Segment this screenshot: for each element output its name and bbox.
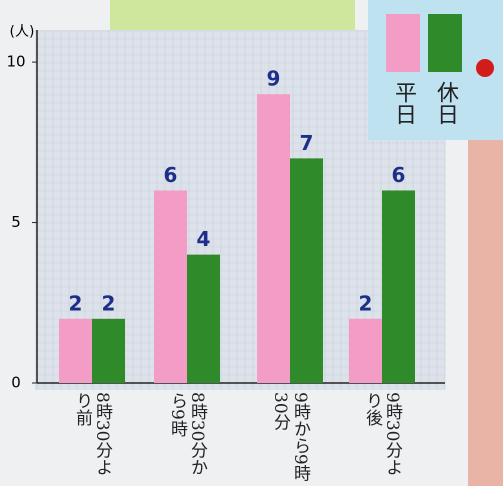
x-tick-label: 8時30分より前 — [72, 392, 112, 476]
value-label: 6 — [392, 163, 406, 187]
value-label: 2 — [102, 291, 116, 315]
value-label: 4 — [197, 227, 211, 251]
legend-swatch — [386, 14, 420, 72]
bar — [59, 318, 92, 383]
bar — [382, 190, 415, 383]
y-tick-label: 5 — [11, 213, 21, 231]
x-tick-label: 9時30分より後 — [362, 392, 402, 476]
value-label: 9 — [267, 67, 281, 91]
bar — [92, 318, 125, 383]
value-label: 2 — [69, 291, 83, 315]
legend-label: 平日 — [391, 81, 416, 125]
bar — [187, 254, 220, 383]
bar — [290, 158, 323, 383]
side-paper — [468, 140, 503, 486]
bar — [257, 94, 290, 383]
value-label: 7 — [300, 131, 314, 155]
bar — [154, 190, 187, 383]
bar — [349, 318, 382, 383]
x-tick-label: 8時30分から9時 — [167, 392, 207, 476]
value-label: 6 — [164, 163, 178, 187]
x-tick-label: 9時から9時30分 — [270, 392, 310, 482]
legend-label: 休日 — [433, 81, 459, 125]
legend-swatch — [428, 14, 462, 72]
value-label: 2 — [359, 291, 373, 315]
y-tick-label: 0 — [11, 374, 21, 392]
y-tick-label: 10 — [6, 53, 25, 71]
y-axis-label: (人) — [10, 24, 35, 40]
sticker-key — [476, 59, 494, 77]
title-paper — [110, 0, 355, 30]
